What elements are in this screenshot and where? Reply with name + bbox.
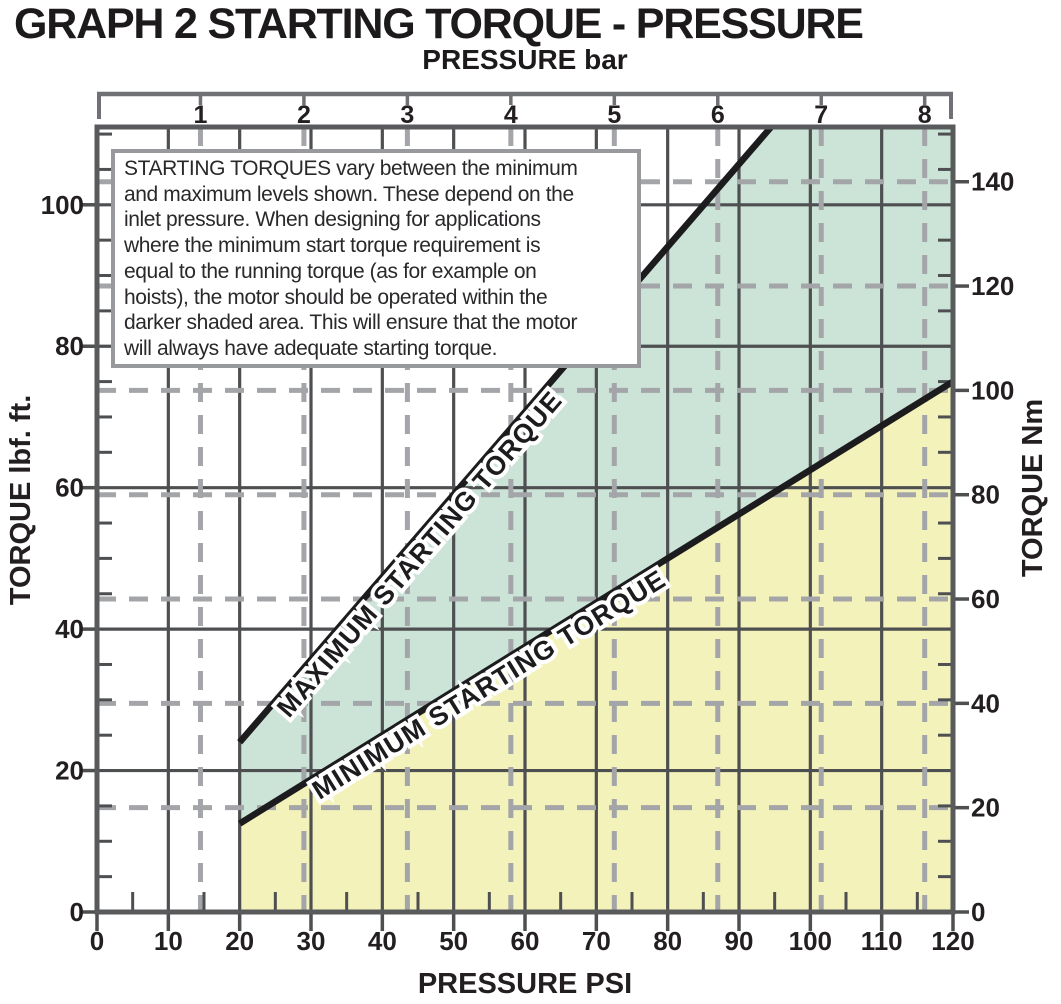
nm-tick-label: 40 <box>971 688 1000 718</box>
psi-tick-label: 20 <box>225 926 254 956</box>
lbfft-tick-label: 100 <box>41 190 84 220</box>
top-axis-title: PRESSURE bar <box>422 44 628 75</box>
psi-tick-label: 50 <box>439 926 468 956</box>
bottom-axis-title: PRESSURE PSI <box>418 968 632 1000</box>
minor-ticks <box>99 132 951 910</box>
lbfft-tick-label: 20 <box>55 756 84 786</box>
psi-tick-label: 80 <box>653 926 682 956</box>
nm-tick-label: 0 <box>971 897 985 927</box>
bar-tick-label: 7 <box>814 101 828 129</box>
lbfft-tick-label: 80 <box>55 331 84 361</box>
bar-tick-label: 8 <box>918 101 932 129</box>
bar-tick-label: 3 <box>400 101 414 129</box>
left-axis-title: TORQUE lbf. ft. <box>5 395 37 606</box>
nm-tick-label: 60 <box>971 584 1000 614</box>
plot-border <box>94 124 956 915</box>
maximum-starting-torque-line <box>237 127 774 745</box>
bar-tick-labels: 1 2 3 4 5 6 7 8 <box>194 101 932 129</box>
psi-tick-label: 110 <box>861 926 903 956</box>
bar-tick-label: 1 <box>194 101 208 129</box>
note-box: STARTING TORQUES vary between the minimu… <box>111 149 641 368</box>
lbfft-tick-label: 40 <box>55 614 84 644</box>
right-axis-title: TORQUE Nm <box>1017 399 1049 577</box>
major-ticks <box>81 179 969 931</box>
nm-tick-label: 140 <box>971 167 1014 197</box>
psi-tick-label: 70 <box>582 926 611 956</box>
psi-tick-label: 100 <box>789 926 832 956</box>
bar-tick-label: 6 <box>711 101 725 129</box>
nm-tick-label: 20 <box>971 793 1000 823</box>
psi-tick-label: 0 <box>90 926 104 956</box>
page-title: GRAPH 2 STARTING TORQUE - PRESSURE <box>14 0 864 48</box>
psi-tick-label: 30 <box>297 926 326 956</box>
psi-tick-label: 120 <box>931 926 974 956</box>
bar-ruler <box>97 91 953 119</box>
lbfft-tick-label: 0 <box>70 897 84 927</box>
psi-tick-label: 40 <box>368 926 397 956</box>
nm-tick-label: 80 <box>971 480 1000 510</box>
nm-tick-label: 100 <box>971 375 1014 405</box>
nm-tick-label: 120 <box>971 271 1014 301</box>
bar-tick-label: 2 <box>297 101 311 129</box>
lbfft-tick-label: 60 <box>55 473 84 503</box>
psi-tick-label: 60 <box>511 926 540 956</box>
bar-tick-label: 5 <box>607 101 621 129</box>
minimum-starting-torque-line <box>237 378 953 827</box>
bar-tick-label: 4 <box>504 101 518 129</box>
psi-tick-label: 10 <box>154 926 183 956</box>
psi-tick-label: 90 <box>725 926 754 956</box>
tick-labels: 0 10 20 30 40 50 60 70 80 90 100 110 120020406080100… <box>41 167 1015 956</box>
